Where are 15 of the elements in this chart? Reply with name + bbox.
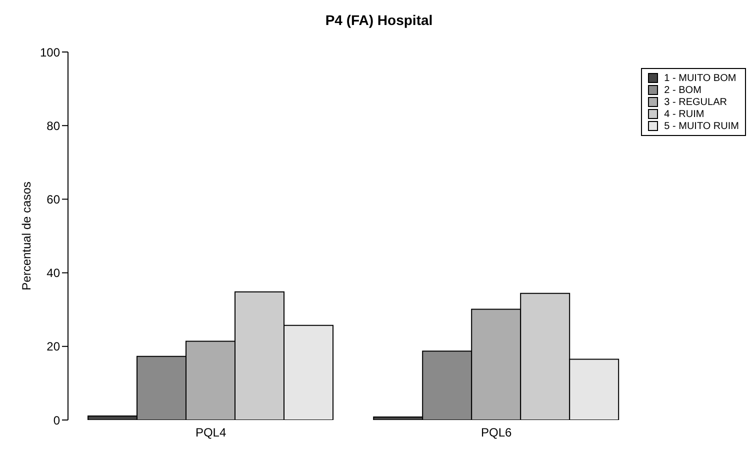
y-tick-label: 0 (53, 413, 60, 428)
y-tick-label: 40 (46, 266, 60, 280)
y-tick-label: 60 (46, 192, 60, 206)
y-tick-label: 80 (46, 118, 60, 133)
legend-label: 4 - RUIM (664, 108, 704, 120)
legend-label: 5 - MUITO RUIM (664, 120, 739, 132)
legend-label: 3 - REGULAR (664, 96, 727, 108)
x-tick-label: PQL6 (481, 426, 512, 440)
y-axis-title: Percentual de casos (19, 182, 34, 290)
legend-label: 1 - MUITO BOM (664, 72, 736, 84)
x-tick-label: PQL4 (195, 426, 226, 440)
legend-label: 2 - BOM (664, 84, 702, 96)
y-tick-label: 20 (46, 340, 60, 354)
y-tick-label: 100 (40, 45, 60, 60)
chart-title: P4 (FA) Hospital (324, 12, 434, 28)
